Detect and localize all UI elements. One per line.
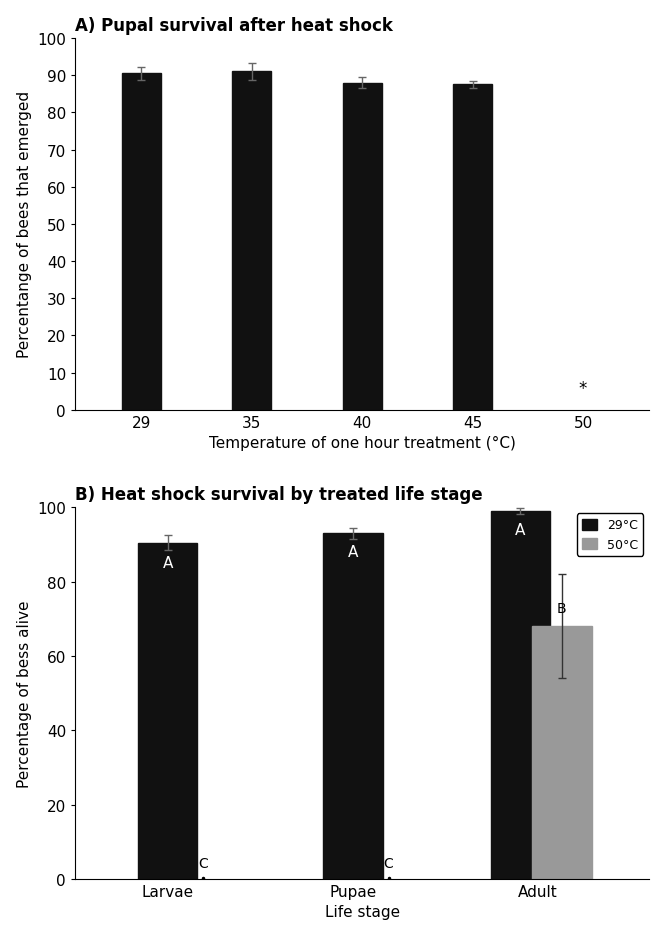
Text: A: A	[348, 545, 358, 560]
Text: *: *	[579, 379, 587, 397]
Bar	[323, 534, 382, 879]
Text: A: A	[515, 522, 525, 537]
Text: B) Heat shock survival by treated life stage: B) Heat shock survival by treated life s…	[75, 486, 483, 504]
Text: C: C	[198, 856, 208, 870]
Text: A) Pupal survival after heat shock: A) Pupal survival after heat shock	[75, 17, 393, 35]
Text: A: A	[163, 556, 173, 571]
Bar	[491, 511, 550, 879]
Bar	[454, 85, 492, 410]
Bar	[138, 543, 197, 879]
Legend: 29°C, 50°C: 29°C, 50°C	[577, 514, 643, 556]
Text: B: B	[557, 601, 567, 615]
X-axis label: Life stage: Life stage	[324, 904, 400, 919]
Y-axis label: Percentage of bess alive: Percentage of bess alive	[17, 600, 32, 787]
Bar	[232, 72, 271, 410]
Y-axis label: Percentange of bees that emerged: Percentange of bees that emerged	[17, 91, 32, 358]
X-axis label: Temperature of one hour treatment (°C): Temperature of one hour treatment (°C)	[209, 435, 515, 450]
Bar	[532, 626, 591, 879]
Text: C: C	[384, 856, 394, 870]
Bar	[122, 74, 161, 410]
Bar	[343, 83, 382, 410]
